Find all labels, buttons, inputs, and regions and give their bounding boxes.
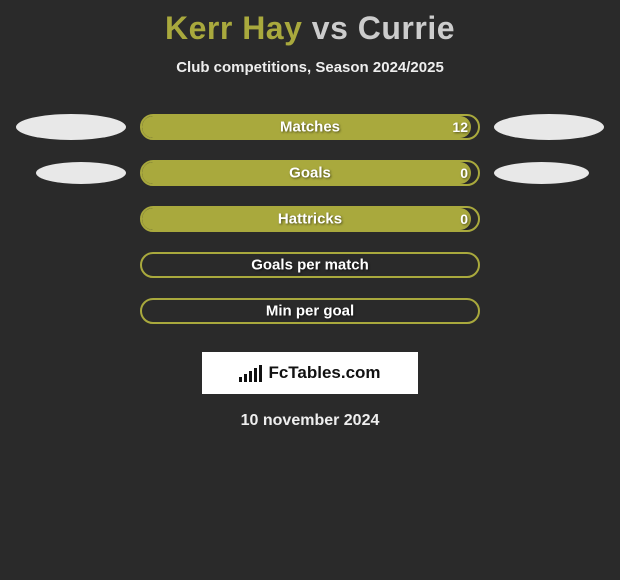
stat-label: Min per goal <box>266 303 354 320</box>
stat-label: Goals per match <box>251 257 369 274</box>
left-spacer <box>16 206 126 232</box>
stat-bar: Goals 0 <box>140 160 480 186</box>
right-ellipse <box>494 114 604 140</box>
stat-label: Goals <box>289 165 331 182</box>
stat-row: Goals 0 <box>0 160 620 186</box>
stat-label: Hattricks <box>278 211 342 228</box>
subtitle: Club competitions, Season 2024/2025 <box>0 59 620 76</box>
comparison-widget: Kerr Hay vs Currie Club competitions, Se… <box>0 0 620 430</box>
stat-bar: Matches 12 <box>140 114 480 140</box>
stat-row: Goals per match <box>0 252 620 278</box>
right-spacer <box>494 206 604 232</box>
left-ellipse <box>16 114 126 140</box>
right-ellipse <box>494 162 589 184</box>
logo-box[interactable]: FcTables.com <box>202 352 418 394</box>
player1-name: Kerr Hay <box>165 10 302 46</box>
left-ellipse <box>36 162 126 184</box>
logo-text: FcTables.com <box>268 363 380 383</box>
page-title: Kerr Hay vs Currie <box>0 10 620 47</box>
stats-rows: Matches 12 Goals 0 Hattricks 0 Goals per match… <box>0 114 620 324</box>
right-spacer <box>494 252 604 278</box>
date-label: 10 november 2024 <box>0 412 620 430</box>
stat-row: Min per goal <box>0 298 620 324</box>
stat-bar: Goals per match <box>140 252 480 278</box>
stat-label: Matches <box>280 119 340 136</box>
stat-value: 0 <box>460 165 468 181</box>
player2-name: Currie <box>358 10 455 46</box>
stat-row: Matches 12 <box>0 114 620 140</box>
stat-row: Hattricks 0 <box>0 206 620 232</box>
vs-label: vs <box>312 10 349 46</box>
left-spacer <box>16 252 126 278</box>
chart-icon <box>239 364 262 382</box>
left-spacer <box>16 298 126 324</box>
stat-value: 0 <box>460 211 468 227</box>
stat-bar: Min per goal <box>140 298 480 324</box>
stat-bar: Hattricks 0 <box>140 206 480 232</box>
right-spacer <box>494 298 604 324</box>
stat-value: 12 <box>452 119 468 135</box>
